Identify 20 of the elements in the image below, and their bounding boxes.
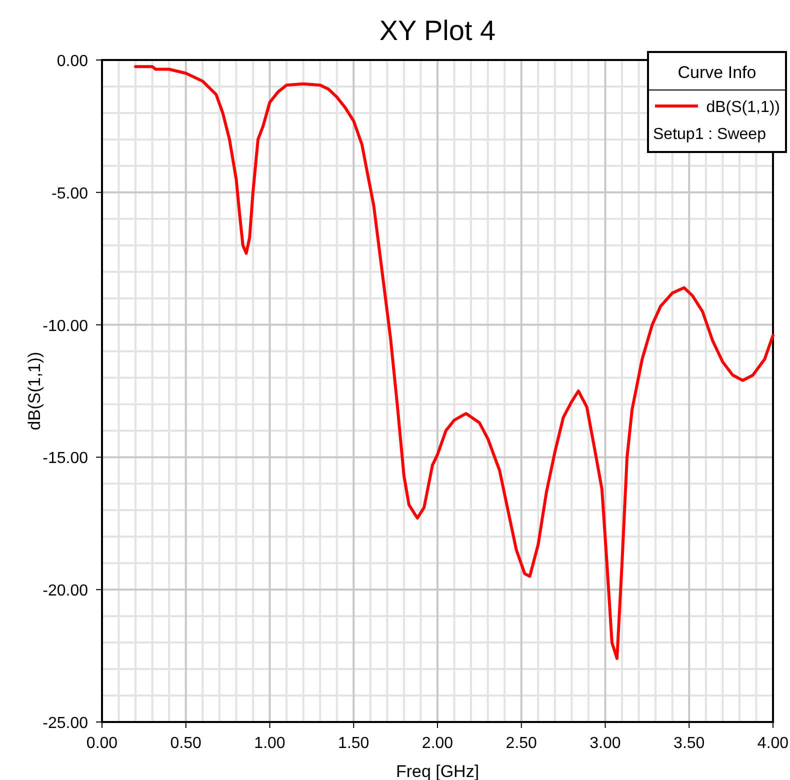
y-tick-label: -5.00 bbox=[52, 185, 88, 202]
x-tick-label: 1.50 bbox=[338, 735, 370, 752]
legend-label: dB(S(1,1)) bbox=[706, 99, 780, 116]
x-tick-label: 3.00 bbox=[590, 735, 621, 752]
x-tick-label: 0.00 bbox=[86, 735, 118, 752]
x-tick-label: 1.00 bbox=[254, 735, 286, 752]
legend-title: Curve Info bbox=[678, 63, 756, 82]
y-tick-label: -25.00 bbox=[42, 715, 88, 732]
y-tick-label: -10.00 bbox=[42, 318, 88, 335]
x-tick-label: 2.00 bbox=[422, 735, 454, 752]
x-tick-label: 3.50 bbox=[674, 735, 705, 752]
y-tick-label: -15.00 bbox=[42, 450, 88, 468]
x-tick-label: 4.00 bbox=[757, 735, 789, 752]
y-tick-label: -20.00 bbox=[42, 582, 88, 600]
x-tick-label: 2.50 bbox=[506, 735, 538, 752]
chart-title: XY Plot 4 bbox=[379, 15, 496, 46]
y-tick-label: 0.00 bbox=[56, 53, 88, 70]
annotation: Setup1 : Sweep bbox=[653, 126, 766, 143]
y-axis-title: dB(S(1,1)) bbox=[25, 352, 44, 430]
x-tick-label: 0.50 bbox=[170, 735, 202, 752]
